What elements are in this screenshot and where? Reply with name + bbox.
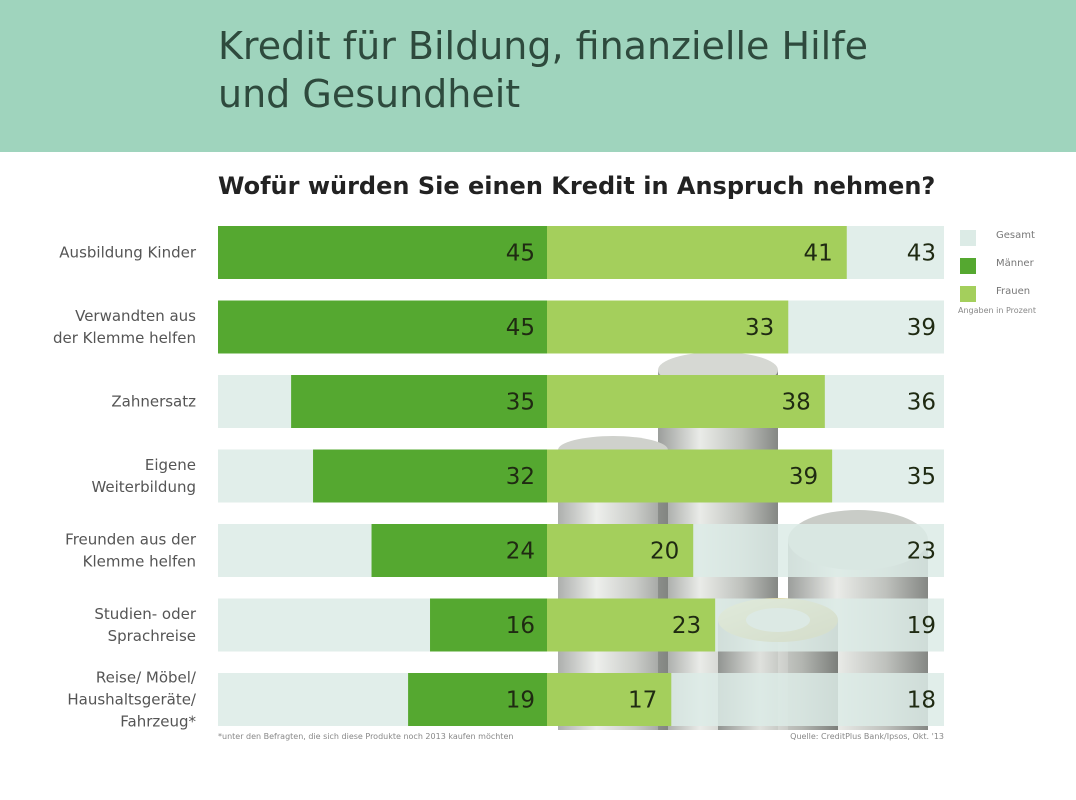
legend-swatch-maenner [960, 258, 976, 274]
legend-label-frauen: Frauen [996, 286, 1031, 297]
legend-item-gesamt: Gesamt [960, 228, 1072, 256]
bar-maenner-1 [218, 300, 547, 354]
category-label-line: Ausbildung Kinder [59, 244, 197, 262]
bar-frauen-0 [547, 226, 847, 279]
value-label-frauen-3: 39 [789, 464, 818, 490]
category-label-line: Fahrzeug* [120, 713, 196, 731]
value-label-frauen-6: 17 [628, 688, 657, 714]
value-label-gesamt-2: 36 [907, 390, 936, 416]
category-label-line: Freunden aus der [65, 531, 197, 549]
value-label-gesamt-5: 19 [907, 613, 936, 639]
category-label-line: Studien- oder [94, 605, 196, 623]
value-label-gesamt-6: 18 [907, 688, 936, 714]
value-label-maenner-6: 19 [506, 688, 535, 714]
bar-maenner-3 [313, 449, 547, 503]
source-note: Quelle: CreditPlus Bank/Ipsos, Okt. '13 [790, 732, 944, 741]
legend-swatch-gesamt [960, 230, 976, 246]
bar-frauen-2 [547, 375, 825, 428]
category-label-line: der Klemme helfen [53, 329, 196, 347]
category-label-line: Klemme helfen [83, 553, 196, 571]
value-label-gesamt-4: 23 [907, 539, 936, 565]
bar-frauen-6 [547, 673, 672, 726]
title-line-1: Kredit für Bildung, finanzielle Hilfe [218, 24, 868, 68]
bar-maenner-2 [291, 375, 547, 428]
value-label-frauen-4: 20 [650, 539, 679, 565]
legend: Gesamt Männer Frauen [960, 228, 1072, 312]
category-label-line: Eigene [145, 456, 196, 474]
category-label-3: Eigene Weiterbildung [91, 456, 196, 496]
category-label-line: Haushaltsgeräte/ [67, 691, 197, 709]
bar-maenner-6 [408, 673, 547, 726]
category-label-line: Sprachreise [108, 627, 196, 645]
footnote: *unter den Befragten, die sich diese Pro… [218, 732, 514, 741]
category-label-5: Studien- oder Sprachreise [94, 605, 196, 645]
value-label-gesamt-3: 35 [907, 464, 936, 490]
category-label-6: Reise/ Möbel/Haushaltsgeräte/Fahrzeug* [67, 669, 197, 731]
value-label-frauen-0: 41 [803, 241, 832, 267]
value-label-frauen-2: 38 [782, 390, 811, 416]
value-label-maenner-4: 24 [506, 539, 535, 565]
value-label-maenner-3: 32 [506, 464, 535, 490]
category-label-2: Zahnersatz [111, 393, 196, 411]
legend-label-gesamt: Gesamt [996, 230, 1035, 241]
value-label-maenner-0: 45 [506, 241, 535, 267]
value-label-gesamt-1: 39 [907, 315, 936, 341]
value-label-maenner-1: 45 [506, 315, 535, 341]
bar-maenner-4 [371, 524, 547, 577]
category-label-0: Ausbildung Kinder [59, 244, 197, 262]
bar-maenner-5 [430, 598, 547, 652]
value-label-maenner-2: 35 [506, 390, 535, 416]
category-label-1: Verwandten aus der Klemme helfen [53, 307, 196, 347]
legend-label-maenner: Männer [996, 258, 1034, 269]
bar-frauen-1 [547, 300, 789, 354]
bar-frauen-4 [547, 524, 694, 577]
unit-note: Angaben in Prozent [958, 306, 1036, 315]
category-label-line: Weiterbildung [91, 478, 196, 496]
legend-item-frauen: Frauen [960, 284, 1072, 312]
page-title: Kredit für Bildung, finanzielle Hilfe un… [218, 22, 1018, 118]
value-label-gesamt-0: 43 [907, 241, 936, 267]
category-label-line: Verwandten aus [75, 307, 196, 325]
category-label-line: Reise/ Möbel/ [96, 669, 197, 687]
legend-item-maenner: Männer [960, 256, 1072, 284]
category-label-4: Freunden aus der Klemme helfen [65, 531, 197, 571]
category-label-line: Zahnersatz [111, 393, 196, 411]
title-line-2: und Gesundheit [218, 72, 521, 116]
bar-frauen-3 [547, 449, 833, 503]
bar-maenner-0 [218, 226, 547, 279]
bar-frauen-5 [547, 598, 716, 652]
value-label-frauen-5: 23 [672, 613, 701, 639]
value-label-maenner-5: 16 [506, 613, 535, 639]
legend-swatch-frauen [960, 286, 976, 302]
value-label-frauen-1: 33 [745, 315, 774, 341]
chart-title: Wofür würden Sie einen Kredit in Anspruc… [218, 172, 936, 200]
header-band: Kredit für Bildung, finanzielle Hilfe un… [0, 0, 1076, 152]
